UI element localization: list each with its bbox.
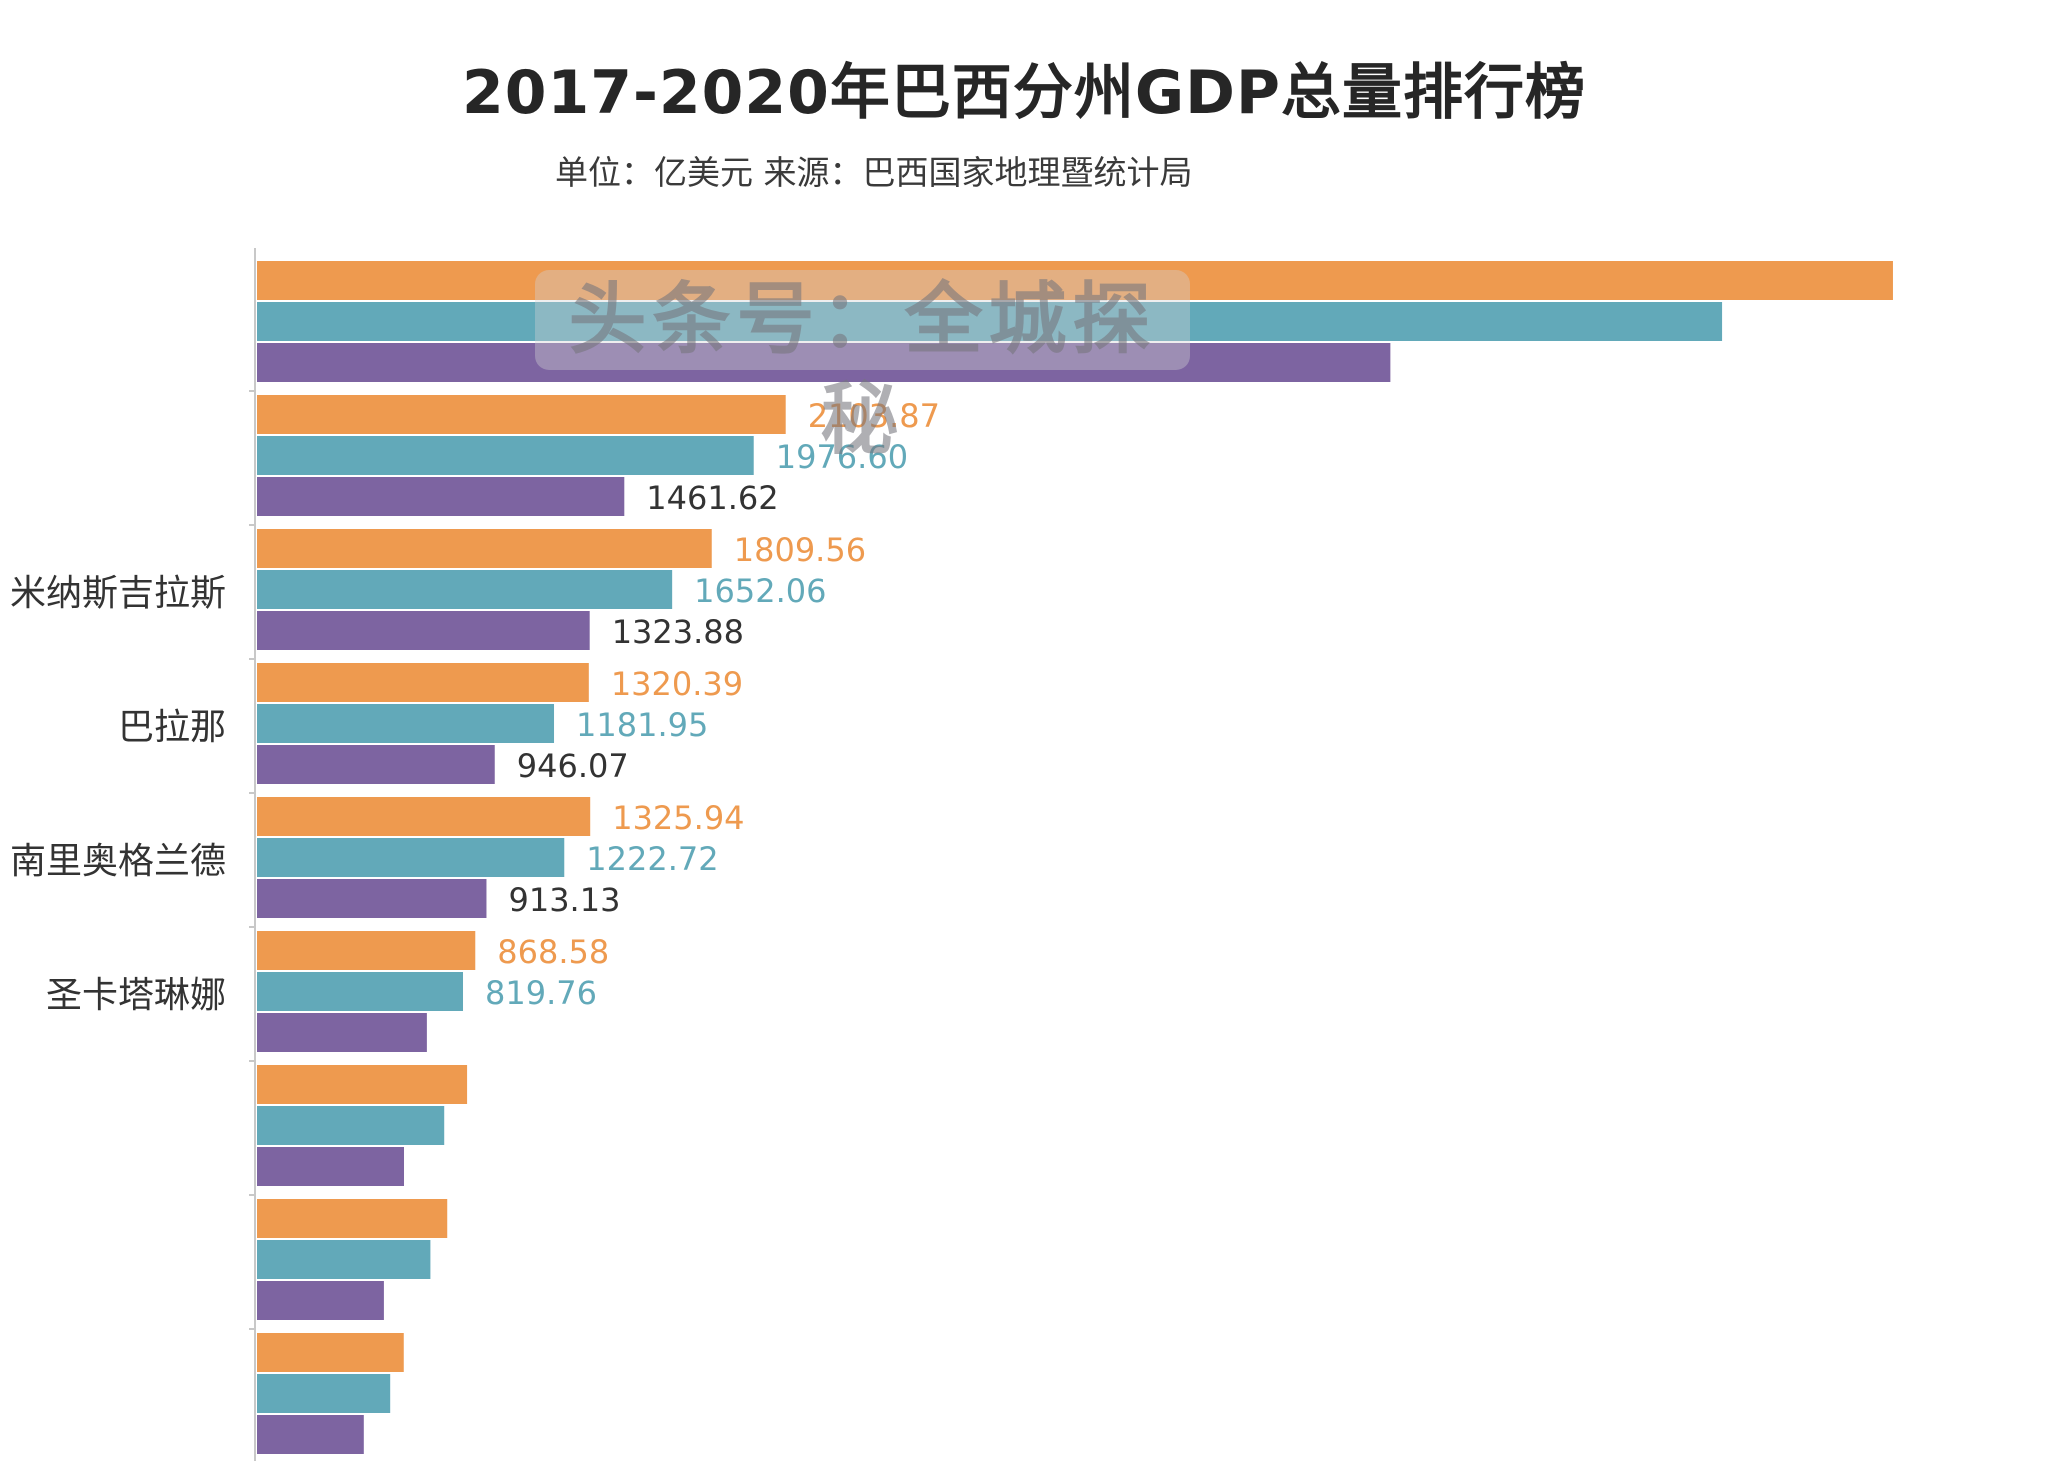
bar-2017: [257, 879, 487, 918]
data-label: 1181.95: [576, 706, 708, 744]
bar-2019: [257, 972, 464, 1011]
bar-2019: [257, 1374, 391, 1413]
category-label: 圣卡塔琳娜: [46, 975, 226, 1016]
bar-2019: [257, 838, 565, 877]
bar-2017: [257, 1281, 384, 1320]
bar-2019: [257, 436, 754, 475]
bar-2020: [257, 797, 591, 836]
data-label: 1323.88: [612, 613, 744, 651]
data-label: 819.76: [485, 974, 597, 1012]
data-label: 946.07: [517, 747, 629, 785]
data-label: 1809.56: [734, 531, 866, 569]
data-label: 1976.60: [776, 438, 908, 476]
bar-2020: [257, 1065, 468, 1104]
bar-2017: [257, 477, 625, 516]
category-label: 巴拉那: [118, 707, 226, 748]
bar-2020: [257, 931, 476, 970]
bar-2019: [257, 704, 555, 743]
bar-2020: [257, 529, 712, 568]
data-label: 1461.62: [646, 479, 778, 517]
category-label: 南里奥格兰德: [10, 841, 226, 882]
data-label: 1320.39: [611, 665, 743, 703]
bar-2019: [257, 570, 673, 609]
bar-2020: [257, 663, 589, 702]
bar-2020: [257, 261, 1893, 300]
bar-2019: [257, 1106, 445, 1145]
data-label: 2103.87: [808, 397, 940, 435]
data-label: 868.58: [497, 933, 609, 971]
data-label: 1652.06: [694, 572, 826, 610]
data-label: 913.13: [508, 881, 620, 919]
bar-2017: [257, 1147, 405, 1186]
bar-2019: [257, 302, 1723, 341]
category-label: 米纳斯吉拉斯: [10, 573, 226, 614]
data-label: 1325.94: [612, 799, 744, 837]
bar-2017: [257, 1415, 364, 1454]
chart-title: 2017-2020年巴西分州GDP总量排行榜: [462, 58, 1586, 128]
bar-2017: [257, 343, 1391, 382]
bar-2017: [257, 745, 495, 784]
bar-2020: [257, 395, 786, 434]
bar-2017: [257, 1013, 427, 1052]
bar-2020: [257, 1199, 448, 1238]
bar-2017: [257, 611, 590, 650]
data-label: 1222.72: [586, 840, 718, 878]
bar-2020: [257, 1333, 404, 1372]
chart-subtitle: 单位：亿美元 来源：巴西国家地理暨统计局: [555, 153, 1193, 192]
watermark: 头条号：全城探秘: [535, 270, 1190, 465]
bar-2019: [257, 1240, 431, 1279]
